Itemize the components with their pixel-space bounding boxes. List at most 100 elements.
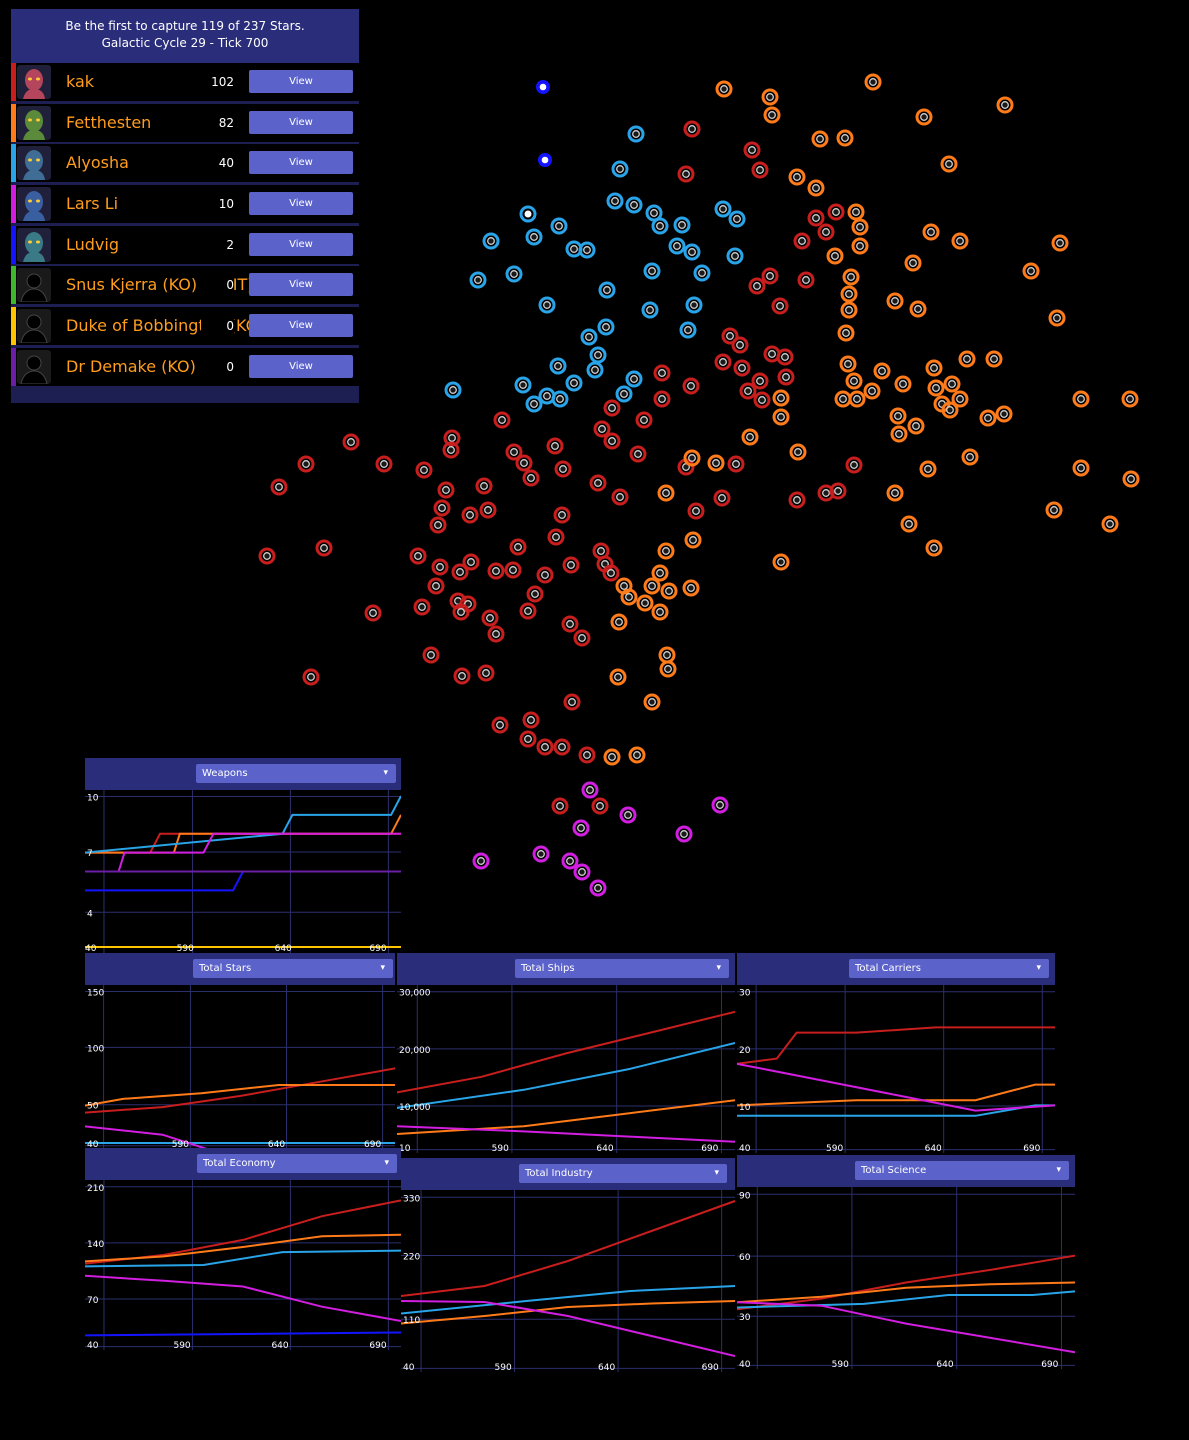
star-orange[interactable] (657, 484, 675, 502)
star-orange[interactable] (1122, 470, 1140, 488)
star-red[interactable] (788, 491, 806, 509)
star-orange[interactable] (836, 129, 854, 147)
view-player-button[interactable]: View (249, 273, 353, 296)
star-red[interactable] (477, 664, 495, 682)
star-orange[interactable] (643, 577, 661, 595)
star-orange[interactable] (925, 539, 943, 557)
star-orange[interactable] (919, 460, 937, 478)
star-orange[interactable] (741, 428, 759, 446)
star-red[interactable] (427, 577, 445, 595)
star-red[interactable] (713, 489, 731, 507)
star-orange[interactable] (941, 401, 959, 419)
star-cyan[interactable] (668, 237, 686, 255)
star-orange[interactable] (886, 292, 904, 310)
chart-metric-dropdown[interactable]: Total Science ▾ (855, 1161, 1069, 1180)
star-orange[interactable] (851, 237, 869, 255)
view-player-button[interactable]: View (249, 192, 353, 215)
star-orange[interactable] (909, 300, 927, 318)
star-red[interactable] (522, 469, 540, 487)
star-orange[interactable] (643, 693, 661, 711)
star-magenta[interactable] (573, 863, 591, 881)
star-orange[interactable] (1045, 501, 1063, 519)
star-orange[interactable] (904, 254, 922, 272)
star-magenta[interactable] (561, 852, 579, 870)
star-cyan-home[interactable] (519, 205, 537, 223)
star-cyan[interactable] (538, 296, 556, 314)
star-red[interactable] (771, 297, 789, 315)
star-red[interactable] (563, 693, 581, 711)
star-orange[interactable] (890, 425, 908, 443)
view-player-button[interactable]: View (249, 111, 353, 134)
view-player-button[interactable]: View (249, 355, 353, 378)
star-cyan[interactable] (625, 196, 643, 214)
star-orange[interactable] (837, 324, 855, 342)
star-red[interactable] (589, 474, 607, 492)
star-cyan[interactable] (586, 361, 604, 379)
star-orange[interactable] (657, 542, 675, 560)
star-red[interactable] (451, 563, 469, 581)
star-cyan[interactable] (606, 192, 624, 210)
star-orange[interactable] (609, 668, 627, 686)
star-cyan[interactable] (683, 243, 701, 261)
star-red[interactable] (515, 454, 533, 472)
star-blue[interactable] (538, 153, 552, 167)
star-red[interactable] (682, 377, 700, 395)
chart-metric-dropdown[interactable]: Total Industry ▾ (519, 1164, 727, 1183)
star-orange[interactable] (900, 515, 918, 533)
star-red[interactable] (453, 667, 471, 685)
star-red[interactable] (603, 399, 621, 417)
player-row[interactable]: Ludvig 2 View (11, 226, 359, 264)
star-red[interactable] (739, 382, 757, 400)
star-cyan[interactable] (728, 210, 746, 228)
star-orange[interactable] (1072, 459, 1090, 477)
star-red[interactable] (504, 561, 522, 579)
chart-metric-dropdown[interactable]: Total Carriers ▾ (849, 959, 1049, 978)
star-orange[interactable] (707, 454, 725, 472)
star-orange[interactable] (658, 646, 676, 664)
star-red[interactable] (845, 456, 863, 474)
star-orange[interactable] (851, 218, 869, 236)
star-orange[interactable] (995, 405, 1013, 423)
star-red[interactable] (258, 547, 276, 565)
star-cyan[interactable] (685, 296, 703, 314)
star-orange[interactable] (651, 603, 669, 621)
star-cyan[interactable] (549, 357, 567, 375)
star-orange[interactable] (842, 268, 860, 286)
star-red[interactable] (776, 348, 794, 366)
star-red[interactable] (509, 538, 527, 556)
player-row[interactable]: Alyosha 40 View (11, 144, 359, 182)
star-red[interactable] (683, 120, 701, 138)
star-red[interactable] (437, 481, 455, 499)
star-orange[interactable] (922, 223, 940, 241)
star-orange[interactable] (1101, 515, 1119, 533)
star-red[interactable] (573, 629, 591, 647)
star-red[interactable] (547, 528, 565, 546)
star-orange[interactable] (958, 350, 976, 368)
star-red[interactable] (829, 482, 847, 500)
star-red[interactable] (522, 711, 540, 729)
star-red[interactable] (554, 460, 572, 478)
star-orange[interactable] (940, 155, 958, 173)
star-red[interactable] (505, 443, 523, 461)
star-orange[interactable] (925, 359, 943, 377)
star-magenta[interactable] (472, 852, 490, 870)
star-cyan[interactable] (643, 262, 661, 280)
star-red[interactable] (751, 161, 769, 179)
player-row[interactable]: Fetthesten 82 View (11, 104, 359, 142)
star-red[interactable] (817, 223, 835, 241)
star-red[interactable] (603, 432, 621, 450)
star-orange[interactable] (610, 613, 628, 631)
star-orange[interactable] (603, 748, 621, 766)
star-cyan[interactable] (627, 125, 645, 143)
star-orange[interactable] (873, 362, 891, 380)
star-red[interactable] (479, 501, 497, 519)
star-magenta[interactable] (675, 825, 693, 843)
star-red[interactable] (491, 716, 509, 734)
view-player-button[interactable]: View (249, 233, 353, 256)
chart-metric-dropdown[interactable]: Total Ships ▾ (515, 959, 729, 978)
star-orange[interactable] (715, 80, 733, 98)
star-red[interactable] (827, 203, 845, 221)
star-orange[interactable] (848, 390, 866, 408)
star-magenta[interactable] (619, 806, 637, 824)
